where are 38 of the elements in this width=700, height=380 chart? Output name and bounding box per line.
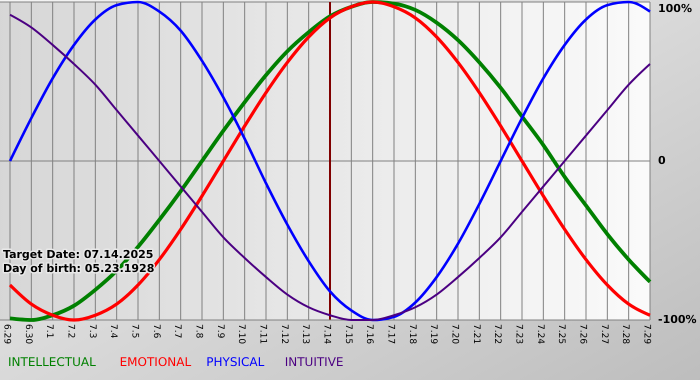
- x-tick-label: 7.26: [578, 324, 588, 344]
- y-tick-label: 0: [658, 154, 666, 168]
- x-tick-label: 7.23: [514, 324, 524, 344]
- x-tick-label: 7.25: [556, 324, 566, 344]
- text: EMOTIONAL: [120, 355, 192, 369]
- x-tick-label: 7.27: [598, 324, 609, 344]
- x-tick-label: 7.14: [322, 324, 332, 344]
- x-tick-label: 7.10: [236, 324, 246, 344]
- text: INTELLECTUAL: [8, 355, 96, 369]
- x-tick-label: 7.24: [534, 324, 545, 344]
- x-tick-label: 7.8: [194, 324, 204, 339]
- x-tick-label: 7.13: [300, 324, 310, 344]
- x-tick-label: 7.9: [214, 324, 225, 339]
- x-tick-label: 7.20: [450, 324, 460, 344]
- text: INTUITIVE: [284, 355, 344, 369]
- y-tick-label: 100%: [658, 2, 692, 16]
- x-tick-label: 7.18: [406, 324, 417, 344]
- x-tick-label: 7.21: [470, 324, 481, 344]
- x-tick-label: 7.28: [620, 324, 630, 344]
- x-tick-label: 7.29: [642, 324, 652, 344]
- x-tick-label: 6.30: [22, 324, 33, 344]
- x-tick-label: 7.5: [130, 324, 140, 338]
- x-tick-label: 7.4: [108, 324, 118, 339]
- x-tick-label: 7.12: [278, 324, 289, 344]
- x-tick-label: 7.6: [150, 324, 161, 339]
- text: PHYSICAL: [206, 355, 265, 369]
- x-tick-label: 7.7: [172, 324, 182, 338]
- x-tick-label: 7.16: [364, 324, 374, 344]
- x-tick-label: 7.15: [342, 324, 353, 344]
- x-tick-label: 7.1: [44, 324, 54, 338]
- x-tick-label: 7.3: [86, 324, 97, 338]
- x-tick-label: 7.11: [258, 324, 268, 344]
- x-tick-label: 7.22: [492, 324, 502, 344]
- x-tick-label: 7.19: [428, 324, 438, 344]
- y-tick-label: -100%: [658, 313, 697, 326]
- x-tick-label: 6.29: [2, 324, 12, 344]
- x-tick-label: 7.2: [66, 324, 76, 338]
- x-tick-label: 7.17: [386, 324, 396, 344]
